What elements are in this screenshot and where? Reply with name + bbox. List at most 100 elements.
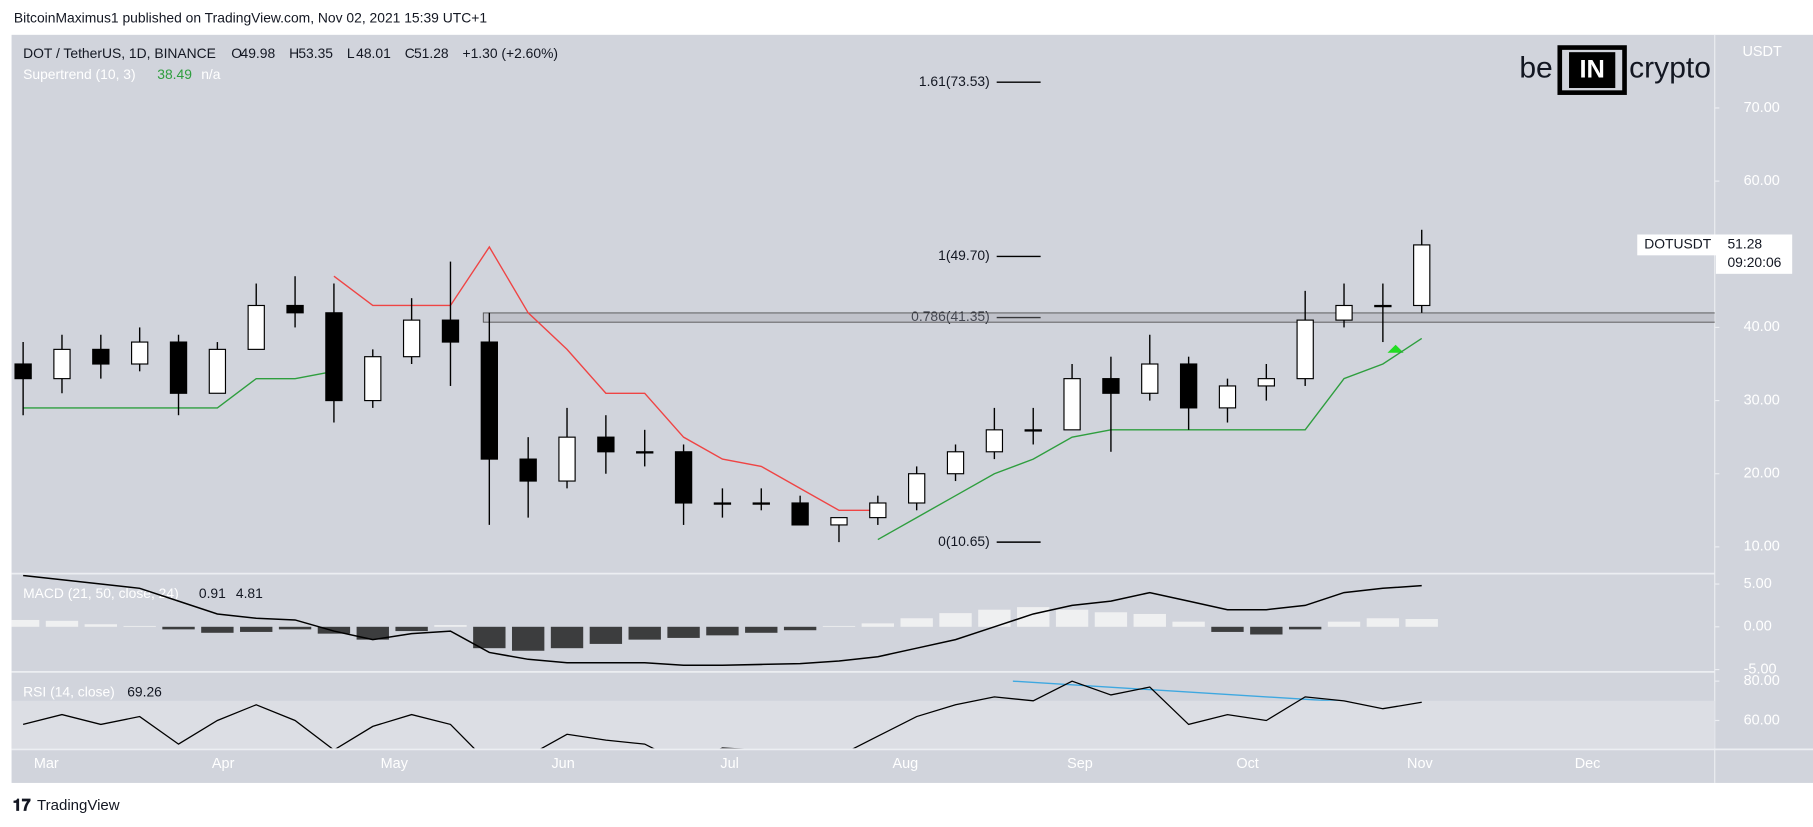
fib-label: 0(10.65) — [938, 533, 990, 549]
macd-histogram-bar — [822, 625, 856, 627]
footer-logo-mark: 𝟏𝟕 — [13, 796, 31, 814]
candle-body — [597, 436, 615, 453]
x-tick-label: Apr — [212, 756, 235, 772]
indicator-value: 38.49 — [157, 66, 192, 82]
ohlc-value: 51.28 — [414, 45, 449, 61]
macd-histogram-bar — [278, 626, 312, 630]
x-tick-label: May — [381, 756, 409, 772]
candle-body — [131, 341, 149, 365]
logo-fill — [1569, 52, 1616, 89]
ohlc-key: L — [347, 45, 355, 61]
chart-background — [11, 34, 1813, 783]
supertrend-line — [333, 245, 878, 511]
candle-body — [869, 502, 887, 519]
ohlc-key: O — [231, 45, 242, 61]
symbol-title: DOT / TetherUS, 1D, BINANCE — [23, 45, 216, 61]
candle-body — [1102, 378, 1120, 394]
ohlc-key: C — [405, 45, 415, 61]
logo-left: be — [1519, 51, 1552, 84]
fib-label: 1.61(73.53) — [919, 73, 990, 89]
logo-right: crypto — [1629, 51, 1711, 84]
macd-histogram-bar — [356, 626, 389, 640]
y-tick-label: 20.00 — [1744, 466, 1780, 482]
candle-body — [519, 458, 537, 482]
rsi-title: RSI (14, close) — [23, 683, 115, 699]
x-tick-label: Nov — [1407, 756, 1433, 772]
candle-body — [1179, 363, 1198, 409]
resistance-zone — [482, 312, 1715, 323]
currency-label: USDT — [1742, 44, 1781, 60]
candle-body — [1141, 363, 1159, 394]
candle-body — [1374, 304, 1392, 308]
macd-histogram-bar — [1211, 626, 1244, 632]
rsi-pane — [11, 680, 1715, 749]
macd-histogram-bar — [1094, 612, 1128, 627]
macd-histogram-bar — [1133, 613, 1166, 627]
candle-body — [441, 319, 460, 343]
candle-body — [985, 429, 1004, 453]
macd-histogram-bar — [84, 624, 118, 627]
y-tick-label: 40.00 — [1744, 319, 1780, 335]
macd-histogram-bar — [1366, 618, 1400, 627]
last-symbol-box — [1637, 234, 1723, 256]
macd-histogram-bar — [628, 626, 661, 640]
candle-body — [752, 502, 770, 505]
candle-body — [92, 348, 110, 365]
logo-middle: IN — [1579, 55, 1604, 83]
candle-body — [1257, 378, 1275, 387]
candle-body — [53, 348, 71, 380]
rsi-legend-value: 69.26 — [127, 683, 162, 699]
macd-histogram-bar — [783, 626, 817, 631]
buy-signal-arrow — [1387, 344, 1404, 353]
macd-histogram-bar — [900, 618, 933, 627]
rsi-line — [22, 680, 1422, 749]
countdown: 09:20:06 — [1727, 254, 1781, 270]
macd-line — [23, 574, 1422, 667]
macd-histogram-bar — [1327, 621, 1361, 627]
y-tick-label: 60.00 — [1744, 173, 1780, 189]
macd-histogram-bar — [1288, 626, 1322, 630]
candle-body — [1024, 429, 1042, 432]
x-tick-label: Jun — [551, 756, 574, 772]
candle-body — [1296, 319, 1314, 380]
candle-body — [325, 312, 343, 402]
candle-body — [364, 356, 382, 402]
macd-histogram-bar — [745, 626, 778, 633]
candle-body — [1218, 385, 1237, 409]
macd-histogram-bar — [434, 625, 467, 627]
macd-histogram-bar — [667, 626, 700, 638]
candle-body — [830, 517, 848, 526]
ohlc-key: H — [289, 45, 299, 61]
candle-body — [1335, 304, 1353, 321]
ohlc-value: 53.35 — [298, 45, 333, 61]
macd-histogram-bar — [317, 626, 351, 634]
candle-body — [169, 341, 188, 394]
macd-legend-value: 0.91 — [199, 585, 226, 601]
price-pane: 1.61(73.53) 1(49.70) 0.786(41.35) 0(10.65) — [14, 73, 1715, 549]
macd-histogram-bar — [861, 623, 895, 627]
change-label: +1.30 (+2.60%) — [463, 45, 559, 61]
macd-histogram-bar — [978, 609, 1011, 627]
x-tick-label: Jul — [720, 756, 738, 772]
macd-histogram-bar — [939, 613, 972, 627]
candle-body — [286, 304, 304, 314]
last-symbol: DOTUSDT — [1644, 236, 1712, 252]
candle-body — [402, 319, 421, 358]
macd-histogram-bar — [11, 619, 40, 627]
candle-body — [14, 363, 32, 380]
candle-body — [713, 502, 732, 505]
x-tick-label: Oct — [1236, 756, 1258, 772]
x-tick-label: Dec — [1575, 756, 1601, 772]
last-price-box — [1715, 234, 1793, 274]
logo: be IN crypto — [1519, 45, 1711, 95]
y-tick-label: 60.00 — [1744, 712, 1780, 728]
rsi-band — [11, 700, 1715, 749]
y-tick-label: 70.00 — [1744, 100, 1780, 116]
candle-body — [674, 451, 693, 504]
macd-histogram-bar — [1055, 609, 1089, 627]
macd-histogram-bar — [1405, 619, 1438, 627]
candle-body — [480, 341, 498, 460]
y-tick-label: 0.00 — [1744, 619, 1772, 635]
